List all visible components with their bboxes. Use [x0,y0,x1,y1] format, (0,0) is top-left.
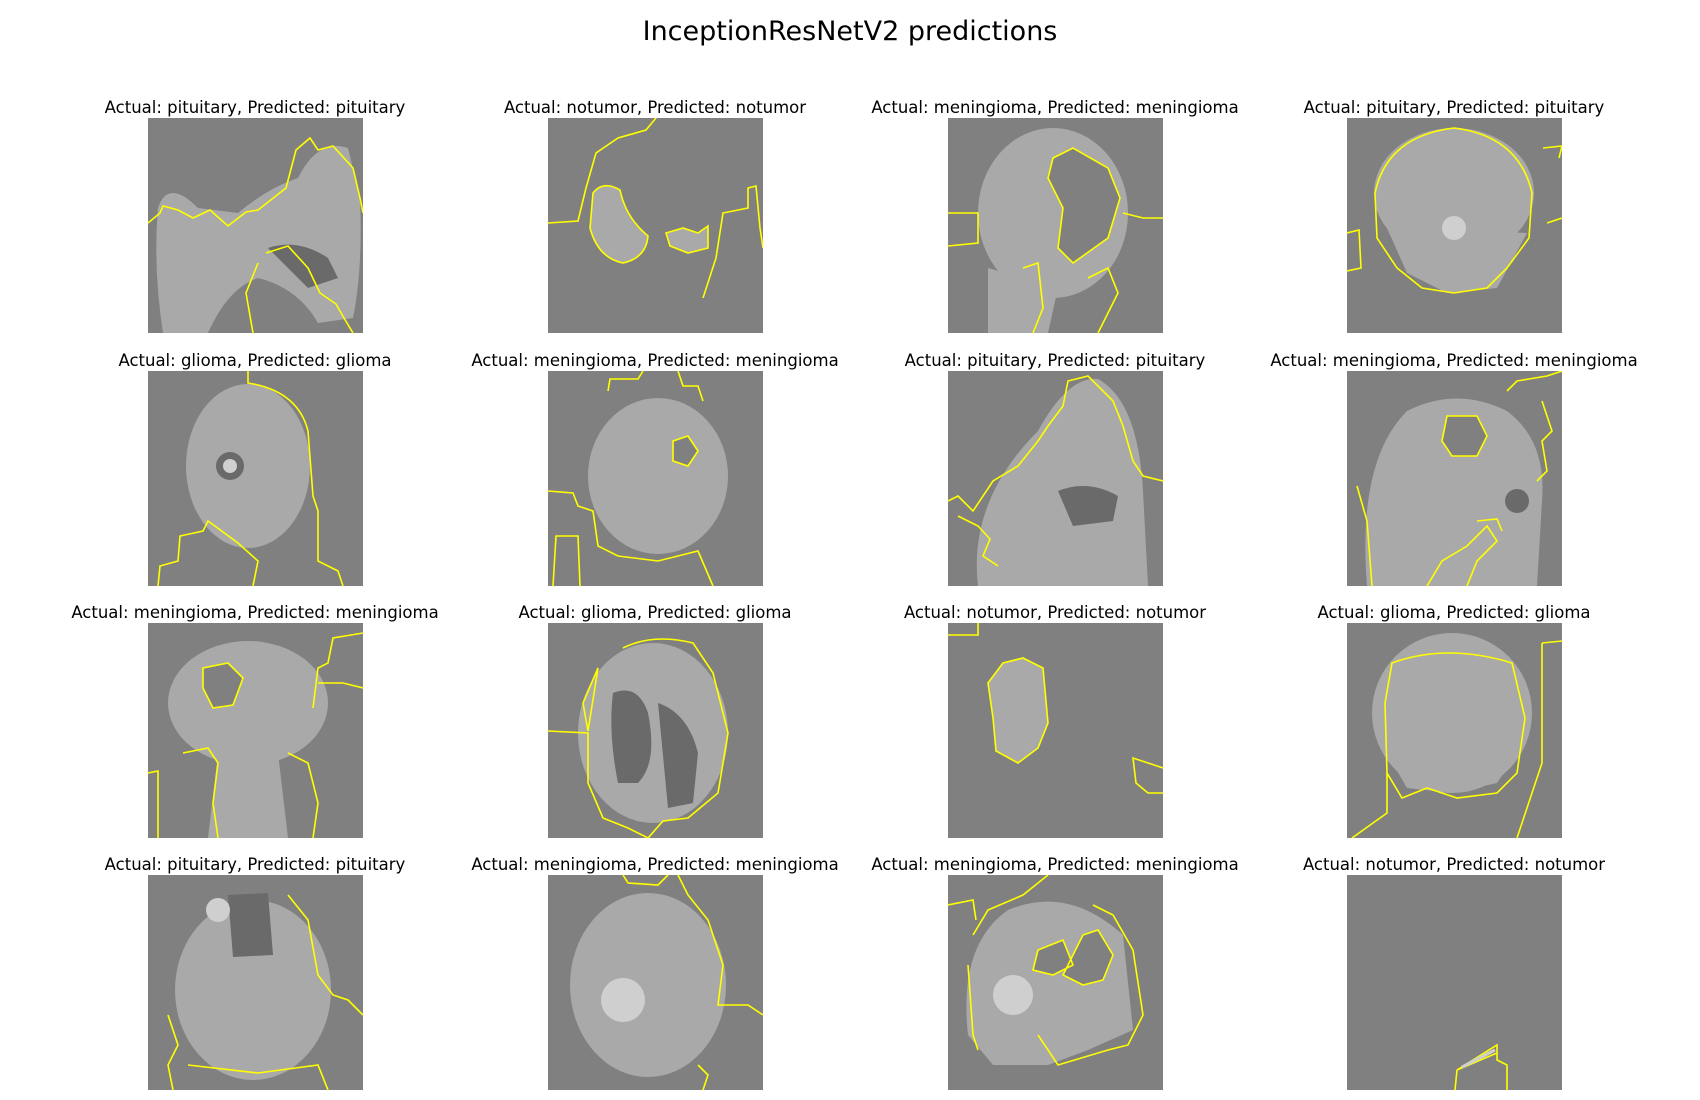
mri-mask-image [1347,118,1562,333]
panel-label: Actual: notumor, Predicted: notumor [1302,855,1606,874]
mri-mask-image [148,875,363,1090]
panel-label: Actual: pituitary, Predicted: pituitary [104,98,406,117]
prediction-panel: Actual: notumor, Predicted: notumor [460,98,850,338]
prediction-panel: Actual: notumor, Predicted: notumor [1259,855,1649,1095]
prediction-panel: Actual: pituitary, Predicted: pituitary [860,351,1250,591]
panel-label: Actual: notumor, Predicted: notumor [503,98,807,117]
prediction-panel: Actual: glioma, Predicted: glioma [460,603,850,843]
prediction-panel: Actual: meningioma, Predicted: meningiom… [860,98,1250,338]
prediction-panel: Actual: meningioma, Predicted: meningiom… [460,855,850,1095]
panel-label: Actual: glioma, Predicted: glioma [118,351,392,370]
mri-mask-image [548,118,763,333]
panel-label: Actual: meningioma, Predicted: meningiom… [471,855,839,874]
mri-mask-image [148,623,363,838]
mri-mask-image [548,623,763,838]
prediction-panel: Actual: pituitary, Predicted: pituitary [60,98,450,338]
panel-label: Actual: meningioma, Predicted: meningiom… [471,351,839,370]
prediction-panel: Actual: meningioma, Predicted: meningiom… [860,855,1250,1095]
mri-mask-image [148,118,363,333]
mri-mask-image [548,371,763,586]
mri-mask-image [548,875,763,1090]
figure-title: InceptionResNetV2 predictions [642,16,1058,47]
panel-label: Actual: glioma, Predicted: glioma [518,603,792,622]
panel-label: Actual: meningioma, Predicted: meningiom… [1270,351,1638,370]
mri-mask-image [948,118,1163,333]
prediction-panel: Actual: meningioma, Predicted: meningiom… [460,351,850,591]
prediction-panel: Actual: meningioma, Predicted: meningiom… [60,603,450,843]
panel-label: Actual: glioma, Predicted: glioma [1317,603,1591,622]
panel-label: Actual: pituitary, Predicted: pituitary [104,855,406,874]
panel-label: Actual: pituitary, Predicted: pituitary [904,351,1206,370]
mri-mask-image [1347,371,1562,586]
prediction-panel: Actual: pituitary, Predicted: pituitary [1259,98,1649,338]
mri-mask-image [1347,875,1562,1090]
mri-mask-image [148,371,363,586]
prediction-panel: Actual: glioma, Predicted: glioma [60,351,450,591]
mri-mask-image [948,623,1163,838]
mri-mask-image [948,875,1163,1090]
mri-mask-image [948,371,1163,586]
prediction-panel: Actual: glioma, Predicted: glioma [1259,603,1649,843]
prediction-panel: Actual: pituitary, Predicted: pituitary [60,855,450,1095]
mri-mask-image [1347,623,1562,838]
panel-label: Actual: notumor, Predicted: notumor [903,603,1207,622]
panel-label: Actual: meningioma, Predicted: meningiom… [71,603,439,622]
panel-label: Actual: meningioma, Predicted: meningiom… [871,98,1239,117]
panel-label: Actual: pituitary, Predicted: pituitary [1303,98,1605,117]
prediction-panel: Actual: notumor, Predicted: notumor [860,603,1250,843]
panel-label: Actual: meningioma, Predicted: meningiom… [871,855,1239,874]
prediction-panel: Actual: meningioma, Predicted: meningiom… [1259,351,1649,591]
